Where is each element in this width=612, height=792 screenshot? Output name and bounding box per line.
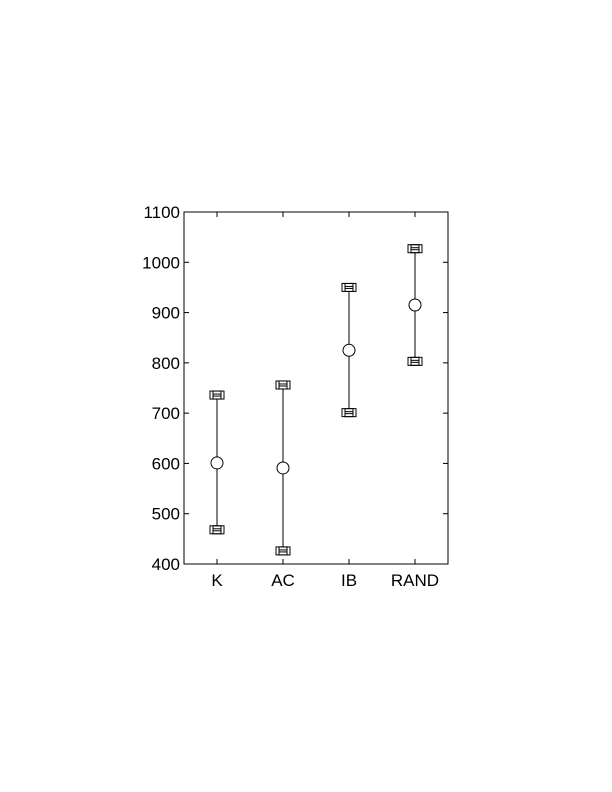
center-marker-ac — [276, 461, 290, 475]
lower-bound-marker-k — [209, 525, 225, 535]
upper-bound-marker-k — [209, 390, 225, 400]
y-tick-label: 700 — [152, 404, 180, 423]
upper-bound-marker-rand — [407, 244, 423, 254]
center-marker-rand — [408, 298, 422, 312]
plot-frame — [183, 211, 449, 565]
y-tick-label: 500 — [152, 505, 180, 524]
tick-marks — [184, 211, 448, 565]
lower-bound-marker-ac — [275, 546, 291, 556]
y-tick-label: 400 — [152, 555, 180, 574]
y-tick-label: 1100 — [143, 203, 180, 222]
x-tick-label-ac: AC — [271, 571, 295, 590]
y-tick-label: 900 — [152, 304, 180, 323]
data-marks — [209, 244, 423, 556]
upper-bound-marker-ib — [341, 282, 357, 292]
x-tick-labels: K AC IB RAND — [211, 571, 439, 590]
x-tick-label-rand: RAND — [391, 571, 439, 590]
y-tick-label: 1000 — [142, 253, 180, 272]
x-tick-label-k: K — [211, 571, 223, 590]
y-tick-labels: 400 500 600 700 800 900 1000 1100 — [142, 203, 180, 574]
lower-bound-marker-ib — [341, 408, 357, 418]
upper-bound-marker-ac — [275, 380, 291, 390]
center-marker-ib — [342, 343, 356, 357]
y-tick-label: 600 — [152, 454, 180, 473]
lower-bound-marker-rand — [407, 356, 423, 366]
x-tick-label-ib: IB — [341, 571, 357, 590]
center-marker-k — [210, 456, 224, 470]
y-tick-label: 800 — [152, 354, 180, 373]
